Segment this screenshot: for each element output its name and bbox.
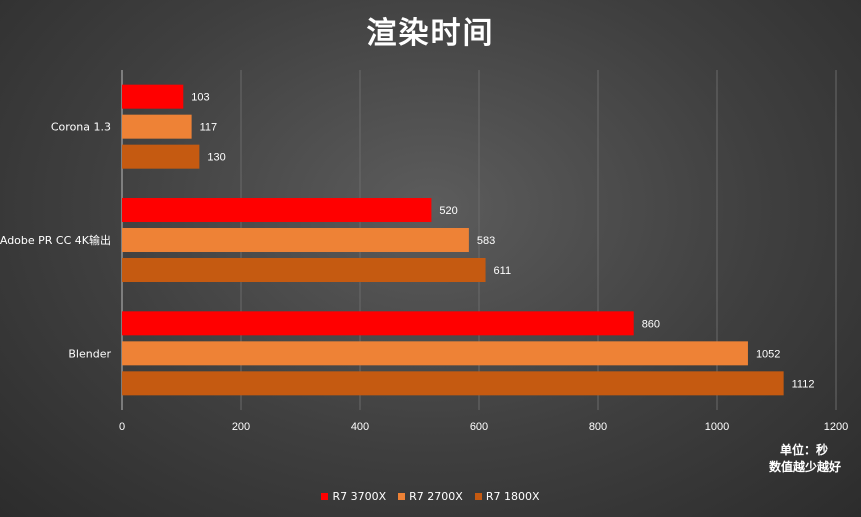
legend-label: R7 2700X: [409, 490, 463, 503]
x-tick-label: 1200: [824, 421, 848, 433]
data-label: 583: [477, 235, 495, 247]
data-label: 117: [200, 122, 218, 134]
unit-note: 单位：秒: [779, 443, 828, 457]
data-label: 103: [191, 92, 209, 104]
legend-swatch: [398, 493, 406, 500]
bar: [122, 258, 486, 282]
x-tick-label: 1000: [705, 421, 729, 433]
data-label: 1052: [756, 348, 780, 360]
category-label: Blender: [68, 347, 111, 360]
x-tick-label: 400: [351, 421, 369, 433]
hint-note: 数值越少越好: [768, 460, 841, 474]
bar: [122, 228, 469, 252]
legend-label: R7 3700X: [332, 490, 387, 503]
bar: [122, 311, 634, 336]
bar: [122, 198, 432, 222]
category-label: Corona 1.3: [51, 121, 111, 134]
x-tick-label: 800: [589, 421, 607, 433]
x-tick-label: 600: [470, 421, 488, 433]
chart-title: 渲染时间: [366, 16, 495, 51]
legend-item: R7 3700X: [321, 490, 386, 503]
chart-legend: R7 3700X R7 2700X R7 1800X: [0, 490, 861, 503]
legend-label: R7 1800X: [485, 490, 540, 503]
bar: [122, 144, 200, 169]
data-label: 1112: [792, 378, 815, 390]
bar: [122, 371, 784, 396]
bar: [122, 341, 748, 366]
legend-item: R7 1800X: [474, 490, 540, 503]
x-tick-label: 0: [119, 421, 125, 433]
data-label: 860: [642, 318, 660, 330]
bar: [122, 84, 184, 109]
category-label: Adobe PR CC 4K输出: [0, 233, 111, 247]
legend-swatch: [321, 493, 329, 500]
data-label: 130: [207, 152, 225, 164]
legend-item: R7 2700X: [398, 490, 463, 503]
x-tick-label: 200: [232, 421, 250, 433]
data-label: 520: [439, 205, 457, 217]
bar: [122, 114, 192, 139]
legend-swatch: [474, 493, 482, 500]
data-label: 611: [494, 265, 512, 277]
